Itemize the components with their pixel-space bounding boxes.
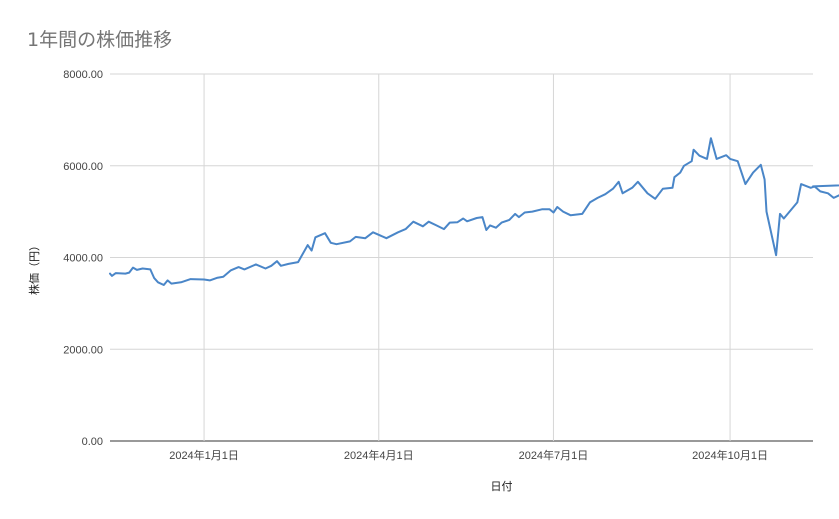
x-tick-label: 2024年4月1日: [344, 448, 414, 462]
y-tick-label: 6000.00: [63, 161, 103, 173]
grid-lines: [110, 73, 813, 442]
y-tick-label: 2000.00: [63, 344, 103, 356]
y-tick-label: 8000.00: [63, 69, 103, 81]
y-axis: 0.00 2000.00 4000.00 6000.00 8000.00: [63, 69, 103, 448]
x-axis: 2024年1月1日 2024年4月1日 2024年7月1日 2024年10月1日: [169, 448, 768, 462]
chart-title: 1年間の株価推移: [27, 29, 173, 51]
y-tick-label: 4000.00: [63, 253, 103, 265]
series-line: [109, 137, 839, 286]
y-axis-title: 株価（円）: [27, 240, 41, 295]
x-tick-label: 2024年10月1日: [692, 448, 768, 462]
y-tick-label: 0.00: [82, 436, 103, 448]
x-axis-title: 日付: [491, 480, 513, 493]
x-tick-label: 2024年7月1日: [519, 448, 589, 462]
x-tick-label: 2024年1月1日: [169, 448, 239, 462]
series-layer: [109, 137, 839, 286]
